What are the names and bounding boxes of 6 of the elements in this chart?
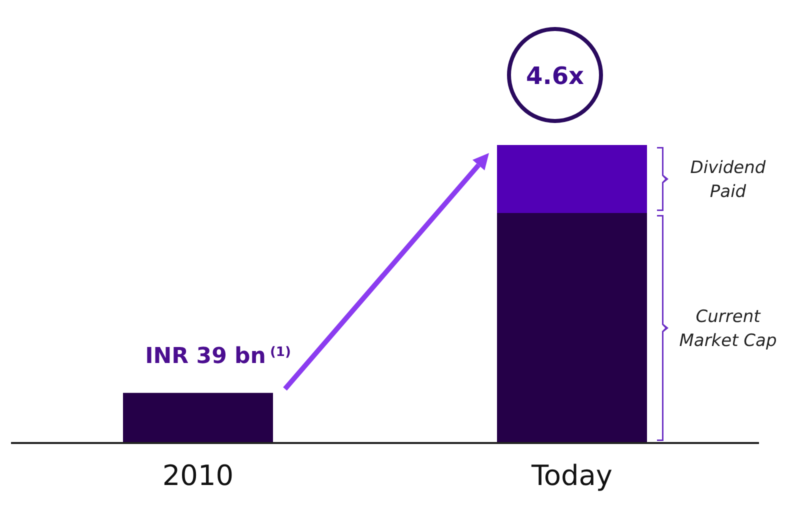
annotation: 4.6x — [526, 62, 585, 90]
annotation: INR 39 bn$^{(1)}$ — [145, 344, 291, 369]
x-tick-label: 2010 — [162, 458, 234, 492]
series-label: Current Market Cap — [679, 306, 777, 351]
text: Dividend Paid — [690, 158, 766, 202]
x-tick-label: Today — [530, 458, 612, 492]
